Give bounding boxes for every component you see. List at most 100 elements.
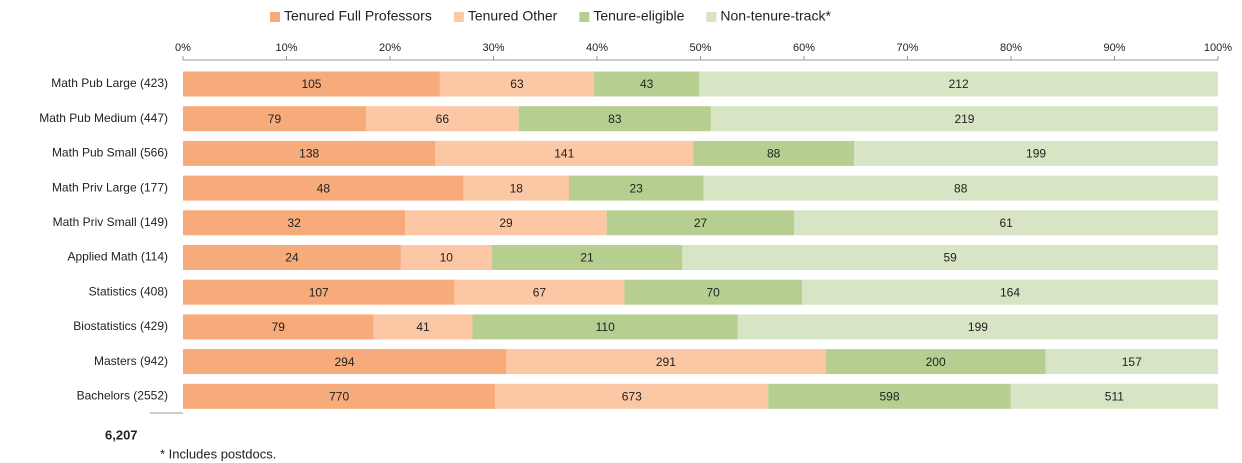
bar-segment [183, 279, 455, 305]
bar-segment [400, 245, 492, 270]
data-label: 110 [596, 320, 615, 334]
legend-swatch [453, 12, 464, 22]
legend-swatch [579, 12, 590, 22]
bar-segment [594, 71, 700, 97]
data-label: 79 [268, 112, 282, 126]
y-tick-label: Applied Math (114) [68, 250, 169, 264]
bar-segment [624, 279, 802, 305]
data-label: 83 [608, 112, 622, 126]
y-tick-label: Math Pub Large (423) [51, 76, 168, 90]
data-label: 10 [440, 251, 454, 265]
data-label: 48 [317, 181, 331, 195]
bar-segment [518, 106, 711, 132]
data-label: 291 [656, 355, 676, 369]
x-tick-label: 30% [482, 42, 504, 54]
y-tick-label: Math Pub Medium (447) [39, 111, 168, 125]
bar-segment [405, 210, 607, 236]
data-label: 598 [879, 389, 899, 403]
bar-segment [768, 383, 1011, 409]
y-tick-label: Math Pub Small (566) [52, 146, 168, 160]
data-label: 105 [301, 77, 321, 91]
bar-segment [1010, 383, 1218, 409]
data-label: 61 [999, 216, 1013, 230]
bar-segment [183, 71, 440, 97]
data-label: 199 [1026, 147, 1046, 161]
bar-segment [737, 314, 1218, 340]
legend-swatch [270, 12, 280, 22]
data-label: 32 [287, 216, 301, 230]
data-label: 212 [949, 77, 969, 91]
bar-segment [801, 279, 1218, 305]
y-tick-label: Masters (942) [94, 354, 168, 368]
y-tick-label: Math Priv Small (149) [53, 215, 168, 229]
bar-segment [183, 106, 366, 132]
data-label: 107 [309, 285, 329, 299]
data-label: 63 [510, 77, 524, 91]
data-label: 59 [943, 251, 957, 265]
data-label: 23 [629, 181, 643, 195]
data-label: 24 [285, 251, 299, 265]
data-label: 88 [954, 181, 968, 195]
legend-label: Tenured Full Professors [284, 8, 432, 24]
data-label: 138 [299, 147, 319, 161]
x-tick-label: 100% [1204, 42, 1232, 54]
data-label: 27 [694, 216, 708, 230]
legend-label: Tenure-eligible [593, 8, 684, 24]
bar-segment [373, 314, 473, 340]
bar-segment [439, 71, 595, 97]
data-label: 70 [707, 285, 721, 299]
bar-segment [183, 349, 507, 375]
x-tick-label: 70% [896, 42, 918, 54]
data-label: 29 [499, 216, 513, 230]
data-label: 18 [510, 181, 524, 195]
bar-segment [183, 210, 406, 236]
y-tick-label: Biostatistics (429) [73, 319, 168, 333]
legend-swatch [706, 12, 717, 22]
bar-segment [183, 245, 401, 270]
bar-segment [794, 210, 1218, 236]
bar-segment [454, 279, 625, 305]
bar-segment [183, 140, 436, 166]
data-label: 21 [580, 251, 594, 265]
footnote: * Includes postdocs. [160, 446, 276, 461]
bar-segment [491, 245, 683, 270]
bar-segment [472, 314, 738, 340]
bar-segment [183, 383, 496, 409]
data-label: 141 [554, 147, 574, 161]
data-label: 67 [533, 285, 547, 299]
bar-segment [183, 175, 464, 201]
data-label: 88 [767, 147, 781, 161]
x-tick-label: 50% [689, 42, 711, 54]
legend-label: Non-tenure-track* [720, 8, 831, 24]
data-label: 770 [329, 389, 349, 403]
bar-segment [183, 314, 374, 340]
bar-segment [825, 349, 1046, 375]
data-label: 43 [640, 77, 654, 91]
data-label: 79 [272, 320, 286, 334]
data-label: 199 [968, 320, 988, 334]
bar-segment [854, 140, 1218, 166]
data-label: 219 [954, 112, 974, 126]
data-label: 511 [1105, 389, 1124, 403]
data-label: 164 [1000, 285, 1020, 299]
data-label: 157 [1122, 355, 1142, 369]
bar-segment [693, 140, 855, 166]
bar-segment [1045, 349, 1218, 375]
data-label: 294 [334, 355, 354, 369]
bar-segment [682, 245, 1218, 270]
y-tick-label: Math Priv Large (177) [52, 180, 168, 194]
bar-segment [506, 349, 826, 375]
bar-segment [435, 140, 694, 166]
bar-segment [710, 106, 1218, 132]
x-tick-label: 60% [793, 42, 815, 54]
data-label: 66 [436, 112, 450, 126]
x-tick-label: 0% [175, 42, 191, 54]
legend-label: Tenured Other [468, 8, 558, 24]
x-tick-label: 90% [1103, 42, 1125, 54]
data-label: 673 [622, 389, 642, 403]
data-label: 200 [926, 355, 946, 369]
bar-segment [365, 106, 519, 132]
bar-segment [606, 210, 795, 236]
bar-segment [703, 175, 1218, 201]
